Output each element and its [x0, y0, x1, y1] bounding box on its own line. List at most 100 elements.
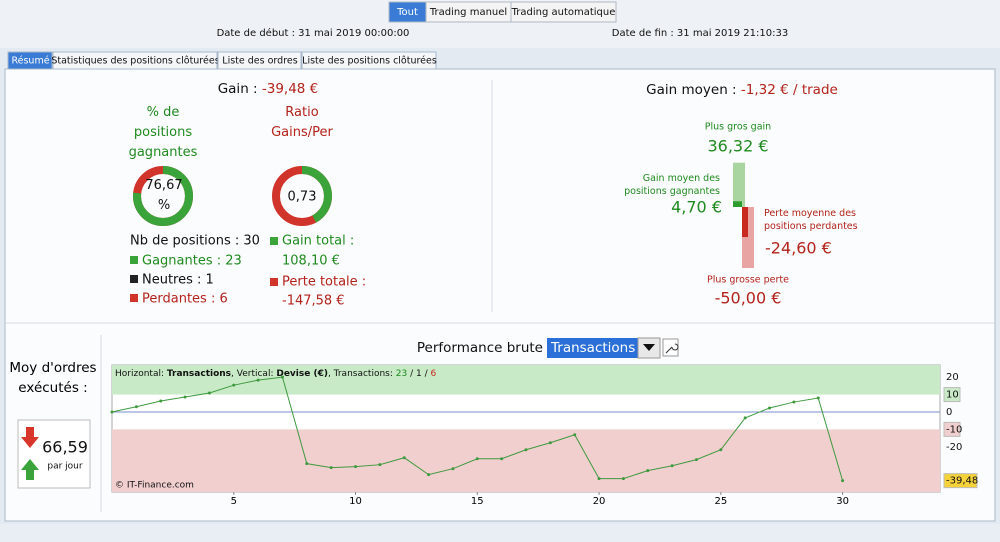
- chart-info: Horizontal: Transactions, Vertical: Devi…: [115, 369, 436, 379]
- average-value: -1,32 € / trade: [741, 82, 838, 98]
- down-arrow-icon: [21, 427, 39, 448]
- tab-label: Statistiques des positions clôturées: [51, 56, 219, 67]
- select-value[interactable]: Transactions: [550, 340, 635, 356]
- total-loss-label: Perte totale :: [282, 275, 366, 290]
- legend-square: [130, 294, 138, 302]
- footer: [0, 524, 1000, 542]
- y-tick-label: -20: [946, 442, 962, 453]
- winners-count: Gagnantes : 23: [142, 254, 242, 269]
- point: [841, 479, 845, 483]
- tab[interactable]: [217, 51, 302, 70]
- point: [792, 400, 796, 404]
- point: [573, 433, 577, 437]
- avg-loss: -24,60 €: [765, 239, 832, 258]
- point: [743, 416, 747, 420]
- point: [305, 462, 309, 466]
- losers-count: Perdantes : 6: [142, 292, 228, 307]
- info-part: /: [407, 369, 416, 379]
- tick-box: [943, 387, 961, 403]
- tab-label: Liste des ordres: [222, 56, 297, 67]
- neutral-count: Neutres : 1: [142, 273, 214, 288]
- gain: Gain : -39,48 €: [218, 81, 319, 97]
- select-box[interactable]: [547, 338, 638, 358]
- point: [768, 406, 772, 410]
- point: [694, 458, 698, 462]
- tab[interactable]: [7, 51, 53, 70]
- max-gain-label: Plus gros gain: [705, 122, 771, 133]
- point: [646, 469, 650, 473]
- x-tick-label: 15: [471, 496, 484, 507]
- y-tick-label: 20: [946, 372, 959, 383]
- wrench-icon: [665, 343, 679, 354]
- avg-win-label: Gain moyen des positions gagnantes: [624, 173, 720, 197]
- loss-zone: [112, 429, 940, 492]
- total-loss: -147,58 €: [282, 294, 345, 309]
- point: [719, 448, 723, 452]
- point: [670, 464, 674, 468]
- y-tick-label: 10: [946, 390, 959, 401]
- arrow-icon: [643, 344, 655, 351]
- max-loss: -50,00 €: [715, 289, 782, 308]
- date-start: Date de début : 31 mai 2019 00:00:00: [217, 27, 410, 39]
- point: [816, 396, 820, 400]
- info-part: 23: [396, 369, 407, 379]
- ratio-title: Ratio Gains/Per: [271, 105, 333, 140]
- y-tick-label: -10: [946, 424, 962, 435]
- y-tick-label: 0: [946, 407, 952, 418]
- orders-value: 66,59: [42, 438, 88, 457]
- gain-label: Gain :: [218, 81, 262, 97]
- point: [256, 378, 260, 382]
- x-tick-label: 5: [231, 496, 237, 507]
- win-rate-title: % de positions gagnantes: [128, 105, 198, 160]
- profit-zone: [112, 365, 940, 395]
- tick-box: [943, 473, 978, 489]
- point: [378, 463, 382, 467]
- info-part: /: [422, 369, 431, 379]
- settings-button[interactable]: [662, 338, 679, 357]
- point: [475, 457, 479, 461]
- point: [451, 467, 455, 471]
- x-tick-label: 25: [714, 496, 727, 507]
- avg-loss-label: Perte moyenne des positions perdantes: [764, 208, 858, 232]
- total-gain-label: Gain total :: [282, 234, 354, 249]
- donut-arc: [133, 166, 193, 226]
- point: [500, 457, 504, 461]
- orders-card: [17, 419, 91, 489]
- total-gain: 108,10 €: [282, 254, 340, 269]
- point: [402, 456, 406, 460]
- info-part: 6: [430, 369, 436, 379]
- legend-square: [130, 275, 138, 283]
- filter-button[interactable]: [510, 1, 617, 23]
- info-part: Devise (€): [276, 369, 328, 379]
- up-arrow-icon: [21, 459, 39, 480]
- info-part: Transactions: [167, 369, 231, 379]
- point: [354, 465, 358, 469]
- orders-unit: par jour: [47, 462, 83, 472]
- x-tick-label: 20: [593, 496, 606, 507]
- point: [548, 441, 552, 445]
- point: [280, 375, 284, 379]
- filter-label: Trading automatique: [511, 7, 616, 18]
- point: [232, 383, 236, 387]
- tab[interactable]: [301, 51, 437, 70]
- filter-label: Trading manuel: [429, 7, 507, 18]
- y-tick-label: -39,48: [946, 476, 978, 487]
- positions-count: Nb de positions : 30: [130, 234, 260, 249]
- win-rate-label: 76,67 %: [145, 178, 183, 213]
- point: [329, 466, 333, 470]
- point: [524, 448, 528, 452]
- point: [427, 473, 431, 477]
- donut-arc: [272, 166, 332, 226]
- average-bar: [733, 162, 745, 207]
- average-label: Gain moyen :: [646, 82, 741, 98]
- max-gain: 36,32 €: [707, 137, 768, 156]
- point: [621, 477, 625, 481]
- tab-label: Liste des positions clôturées: [302, 56, 437, 67]
- legend-square: [270, 278, 278, 286]
- gain-value: -39,48 €: [262, 81, 318, 97]
- info-part: 1: [416, 369, 422, 379]
- average-bar: [733, 201, 742, 207]
- tab[interactable]: [52, 51, 218, 70]
- x-tick-label: 30: [836, 496, 849, 507]
